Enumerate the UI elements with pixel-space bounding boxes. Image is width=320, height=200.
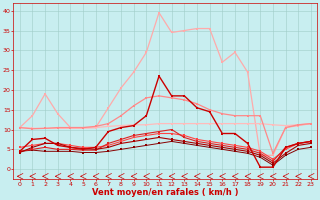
X-axis label: Vent moyen/en rafales ( km/h ): Vent moyen/en rafales ( km/h ) bbox=[92, 188, 239, 197]
